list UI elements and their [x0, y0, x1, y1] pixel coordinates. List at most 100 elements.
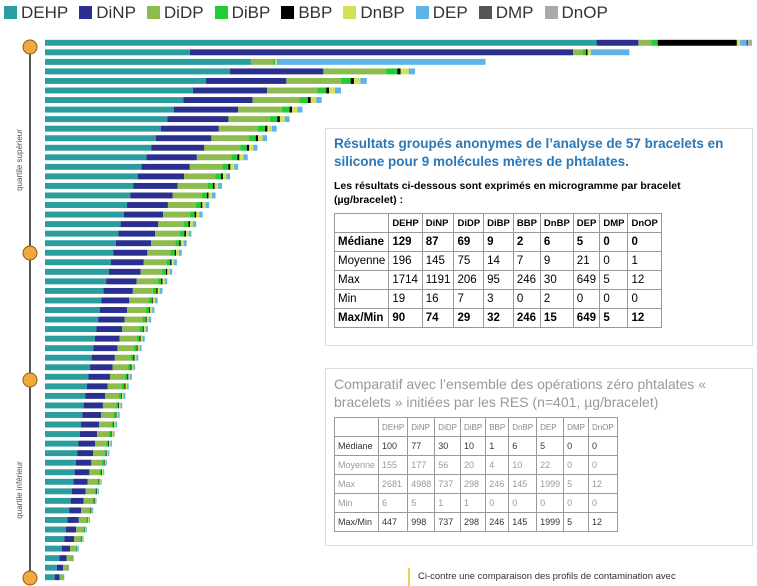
value-cell: 177	[407, 455, 436, 475]
bar-segment	[136, 345, 138, 352]
row-label: Max	[333, 474, 380, 494]
value-cell: 0	[563, 436, 589, 456]
value-cell: 12	[627, 270, 662, 290]
bar-segment	[113, 249, 148, 256]
value-cell: 206	[453, 270, 485, 290]
bar-segment	[167, 116, 229, 123]
bar-segment	[67, 517, 79, 523]
bar-segment	[281, 106, 290, 113]
bar-segment	[275, 58, 277, 65]
bar-segment	[180, 240, 184, 247]
bar-segment	[400, 68, 409, 75]
bar-segment	[127, 383, 129, 390]
bar-segment	[238, 106, 282, 113]
bar-segment	[172, 192, 202, 199]
value-cell: 9	[483, 232, 514, 252]
value-cell: 0	[563, 493, 589, 513]
bar-segment	[246, 144, 250, 151]
bar-segment	[221, 173, 223, 180]
bar-segment	[133, 345, 137, 352]
legend-swatch	[146, 6, 160, 19]
bar-segment	[162, 278, 166, 285]
legend-swatch	[79, 6, 93, 19]
bar-segment	[115, 421, 118, 428]
bar-segment	[127, 373, 129, 380]
table-row: Médiane 100 77 30 10 1 6 5 0 0	[333, 436, 618, 456]
bar-segment	[657, 39, 737, 46]
value-cell: 6	[508, 436, 538, 456]
value-cell: 0	[587, 493, 618, 513]
value-cell: 1999	[536, 512, 565, 532]
value-cell: 16	[421, 289, 455, 309]
bar-segment	[140, 335, 143, 342]
bar-segment	[582, 49, 586, 56]
bar-segment	[271, 125, 277, 132]
bar-segment	[103, 469, 105, 476]
bar-segment	[265, 125, 268, 132]
value-cell: 10	[508, 455, 538, 475]
bar-segment	[45, 97, 184, 103]
row-label: Médiane	[333, 232, 390, 252]
bar-segment	[596, 39, 639, 46]
bar-segment	[45, 39, 597, 46]
table-row: Max/Min 90 74 29 32 246 15 649 5 12	[333, 308, 662, 328]
value-cell: 1999	[536, 474, 565, 494]
legend-item: DEP	[415, 3, 468, 23]
bar-segment	[167, 268, 170, 275]
bar-segment	[113, 421, 115, 428]
bar-segment	[45, 402, 84, 409]
bar-segment	[70, 545, 76, 552]
bar-segment	[179, 230, 185, 237]
bar-segment	[96, 326, 123, 333]
header-cell: DnBP	[539, 213, 574, 233]
bar-segment	[151, 297, 153, 304]
legend-item: DiBP	[214, 3, 270, 23]
value-cell: 95	[483, 270, 514, 290]
bar-segment	[115, 240, 152, 247]
bar-segment	[178, 249, 182, 256]
value-cell: 30	[434, 436, 461, 456]
bar-segment	[95, 497, 97, 504]
bar-segment	[120, 402, 123, 409]
bar-segment	[116, 412, 119, 418]
header-cell: DiNP	[421, 213, 455, 233]
bar-segment	[196, 211, 200, 218]
bar-segment	[73, 536, 81, 543]
bar-segment	[94, 488, 97, 495]
value-cell: 0	[512, 289, 541, 309]
value-cell: 298	[459, 474, 487, 494]
bar-segment	[127, 202, 168, 208]
bar-segment	[206, 192, 209, 199]
footer-text: Ci-contre une comparaison des profils de…	[418, 571, 676, 582]
bar-segment	[156, 135, 212, 142]
bar-segment	[736, 39, 741, 46]
bar-segment	[45, 202, 128, 208]
header-cell: DiNP	[407, 417, 436, 437]
bar-segment	[163, 211, 190, 218]
bar-segment	[110, 373, 125, 380]
bar-segment	[113, 412, 116, 418]
bar-segment	[108, 450, 110, 457]
bar-segment	[317, 87, 327, 94]
value-cell: 0	[599, 289, 629, 309]
legend-swatch	[415, 6, 429, 19]
bar-segment	[120, 221, 159, 228]
legend: DEHP DiNP DiDP DiBP BBP DnBP DEP DMP DnOP	[4, 3, 608, 23]
bar-segment	[45, 144, 152, 151]
bar-segment	[148, 297, 152, 304]
bar-segment	[89, 469, 100, 476]
bar-segment	[137, 345, 140, 352]
bar-segment	[45, 77, 206, 84]
bar-segment	[45, 116, 168, 123]
bar-segment	[184, 230, 186, 237]
value-cell: 1	[459, 493, 487, 513]
bar-segment	[279, 116, 285, 123]
bar-segment	[45, 517, 68, 523]
bar-segment	[101, 469, 102, 476]
row-label: Min	[333, 493, 380, 513]
bar-segment	[130, 364, 132, 371]
bar-segment	[45, 507, 70, 514]
bar-segment	[258, 135, 263, 142]
bar-segment	[139, 345, 142, 352]
